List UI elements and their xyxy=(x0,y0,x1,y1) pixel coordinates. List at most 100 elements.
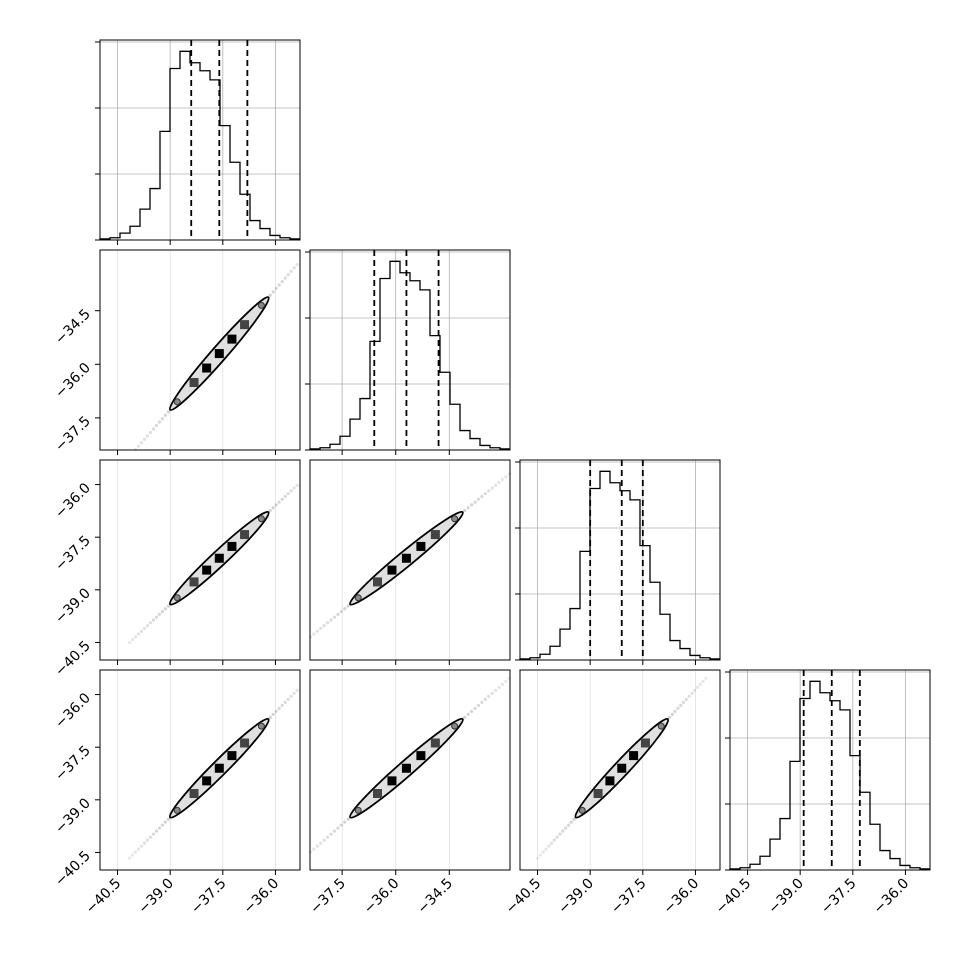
density-block xyxy=(401,553,411,563)
density-block xyxy=(214,553,224,563)
density-block xyxy=(617,763,627,773)
sample-point xyxy=(274,709,278,713)
y-tick-label: −37.5 xyxy=(52,413,94,455)
density-dot xyxy=(578,806,586,814)
density-block xyxy=(430,738,440,748)
panel-2-1 xyxy=(308,459,511,665)
sample-point xyxy=(283,276,287,280)
density-block xyxy=(640,738,650,748)
histogram-step xyxy=(309,260,510,450)
sample-point xyxy=(336,612,340,616)
sample-point xyxy=(555,835,559,839)
x-tick-label: −40.5 xyxy=(83,876,125,918)
density-block xyxy=(430,530,440,540)
sample-point xyxy=(676,706,680,710)
sample-point xyxy=(277,283,281,287)
density-block xyxy=(189,789,199,799)
sample-point xyxy=(271,506,275,510)
sample-point xyxy=(157,612,162,616)
sample-point xyxy=(463,715,467,719)
sample-point xyxy=(139,844,144,848)
sample-point xyxy=(684,697,688,701)
density-block xyxy=(416,751,426,761)
sample-point xyxy=(322,838,326,842)
x-tick-label: −36.0 xyxy=(241,876,283,918)
panel-frame xyxy=(519,459,721,661)
sample-point xyxy=(339,609,343,614)
x-tick-label: −39.0 xyxy=(555,876,597,918)
density-block xyxy=(202,363,212,373)
panel-1-0: −37.5 −36.0 −34.5 xyxy=(52,249,301,455)
y-tick-label: −36.0 xyxy=(52,360,94,402)
density-dot xyxy=(657,722,665,730)
density-dot xyxy=(451,722,459,730)
density-block xyxy=(373,789,382,799)
sample-point xyxy=(500,682,505,687)
y-tick-label: −37.5 xyxy=(52,743,94,785)
sample-point xyxy=(566,823,571,827)
sample-point xyxy=(268,508,272,513)
sample-point xyxy=(476,703,481,707)
sample-point xyxy=(473,500,477,504)
sample-point xyxy=(142,626,147,631)
sample-point xyxy=(561,829,565,833)
histogram-step xyxy=(729,680,930,870)
panel-frame xyxy=(99,39,301,241)
panel-2-0: −40.5 −39.0 −37.5 −36.0 xyxy=(52,459,301,680)
sample-point xyxy=(148,430,153,435)
sample-point xyxy=(154,615,159,619)
sample-point xyxy=(315,844,319,848)
x-tick-label: −34.5 xyxy=(414,876,456,918)
sample-point xyxy=(127,640,132,645)
sample-point xyxy=(490,691,494,695)
x-tick-label: −36.0 xyxy=(361,876,403,918)
sample-point xyxy=(673,709,677,713)
sample-point xyxy=(148,835,153,839)
sample-point xyxy=(497,685,501,690)
density-block xyxy=(373,577,382,587)
sample-point xyxy=(572,817,576,821)
sample-point xyxy=(277,706,281,710)
density-dot xyxy=(354,594,362,602)
sample-point xyxy=(667,715,672,719)
sample-point xyxy=(487,489,491,493)
panel-frame xyxy=(309,249,511,451)
density-dot xyxy=(173,398,181,406)
sample-point xyxy=(148,621,153,625)
sample-point xyxy=(295,688,299,692)
density-dot xyxy=(257,515,265,523)
x-tick-label: −37.5 xyxy=(307,876,349,918)
sample-point xyxy=(343,607,347,611)
sample-point xyxy=(679,703,683,707)
sample-point xyxy=(142,841,147,845)
sample-point xyxy=(145,838,150,842)
density-block xyxy=(227,541,237,551)
x-tick-label: −39.0 xyxy=(135,876,177,918)
sample-point xyxy=(127,856,132,860)
sample-point xyxy=(292,486,296,490)
x-tick-label: −40.5 xyxy=(713,876,755,918)
sample-point xyxy=(157,826,162,830)
sample-point xyxy=(329,832,333,836)
sample-point xyxy=(552,838,556,842)
sample-point xyxy=(695,685,700,690)
density-dot xyxy=(451,515,459,523)
sample-point xyxy=(569,820,573,824)
sample-point xyxy=(289,269,293,273)
sample-point xyxy=(325,835,330,839)
sample-point xyxy=(136,632,141,636)
sample-point xyxy=(160,609,165,614)
sample-point xyxy=(268,715,272,719)
sample-point xyxy=(268,293,272,297)
sample-point xyxy=(133,850,138,854)
sample-point xyxy=(292,691,296,695)
sample-point xyxy=(280,703,284,707)
density-block xyxy=(214,763,224,773)
sample-point xyxy=(322,624,326,628)
panel-3-2: −40.5 −39.0 −37.5 −36.0 xyxy=(503,669,721,918)
x-tick-label: −37.5 xyxy=(188,876,230,918)
sample-point xyxy=(151,618,156,622)
sample-point xyxy=(295,262,299,267)
sample-point xyxy=(490,486,494,490)
